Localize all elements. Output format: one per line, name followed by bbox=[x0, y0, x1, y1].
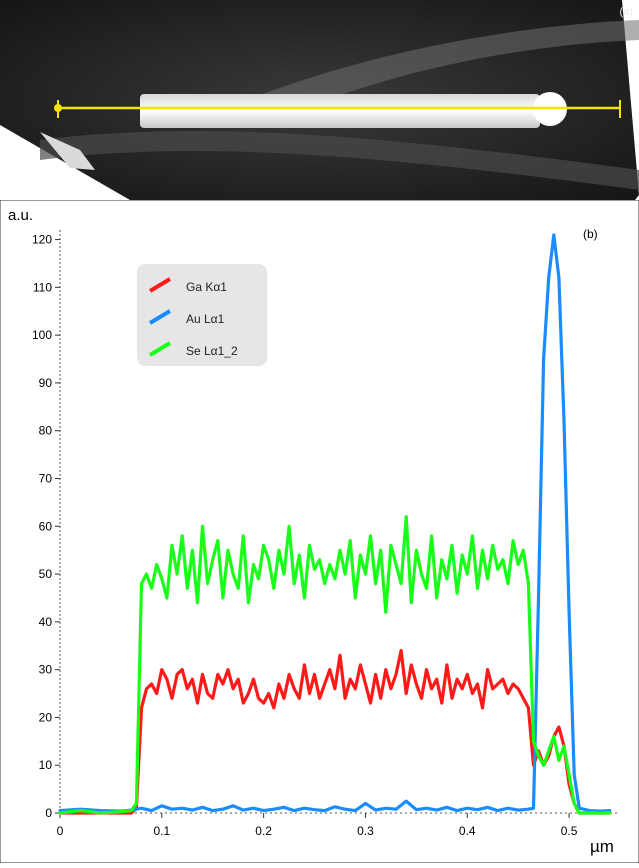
x-tick-label: 0 bbox=[57, 824, 64, 838]
series-layer bbox=[58, 233, 612, 815]
legend-swatch-ga bbox=[148, 277, 172, 293]
y-tick-label: 10 bbox=[39, 758, 53, 772]
panel-label-b: (b) bbox=[583, 227, 598, 241]
y-tick-label: 60 bbox=[39, 519, 53, 533]
legend-label-se: Se Lα1_2 bbox=[186, 344, 238, 358]
y-axis-label: a.u. bbox=[8, 207, 33, 224]
x-tick-label: 0.2 bbox=[255, 824, 272, 838]
x-tick-label: 0.5 bbox=[561, 824, 578, 838]
legend: Ga Kα1 Au Lα1 Se Lα1_2 bbox=[137, 264, 267, 366]
nanowire bbox=[140, 94, 540, 128]
x-tick-label: 0.4 bbox=[459, 824, 476, 838]
y-tick-label: 70 bbox=[39, 471, 53, 485]
x-tick-label: 0.3 bbox=[357, 824, 374, 838]
y-tick-label: 20 bbox=[39, 710, 53, 724]
legend-swatch-se bbox=[148, 341, 172, 357]
legend-swatch-au bbox=[148, 309, 172, 325]
y-tick-label: 90 bbox=[39, 376, 53, 390]
y-tick-label: 110 bbox=[33, 280, 52, 294]
stem-image-panel: (a) bbox=[0, 0, 639, 200]
y-tick-label: 50 bbox=[39, 567, 53, 581]
support-film-upper bbox=[260, 20, 639, 110]
x-tick-label: 0.1 bbox=[153, 824, 170, 838]
panel-label-a: (a) bbox=[619, 6, 633, 18]
axes: 0 10 20 30 40 50 60 70 80 90 100 110 120 0 0.1 0.2 0.3 0.… bbox=[32, 230, 620, 838]
legend-label-au: Au Lα1 bbox=[186, 312, 225, 326]
line-profile-chart: a.u. (b) µm 0 10 20 30 40 50 60 70 80 90 100 110 120… bbox=[0, 199, 639, 864]
y-tick-label: 30 bbox=[39, 663, 53, 677]
legend-label-ga: Ga Kα1 bbox=[186, 280, 227, 294]
x-axis-label: µm bbox=[590, 837, 614, 856]
scan-line-start-marker bbox=[54, 104, 62, 112]
support-film-lower bbox=[40, 131, 639, 190]
stem-image bbox=[0, 0, 639, 200]
y-tick-label: 100 bbox=[32, 328, 52, 342]
series-line-ga bbox=[58, 648, 612, 815]
series-line-se bbox=[58, 515, 612, 815]
bright-edge bbox=[40, 132, 95, 170]
series-line-au bbox=[58, 233, 612, 813]
y-tick-label: 0 bbox=[45, 806, 52, 820]
legend-box bbox=[137, 264, 267, 366]
y-tick-label: 120 bbox=[32, 233, 52, 247]
y-tick-label: 40 bbox=[39, 615, 53, 629]
profile-chart-panel: a.u. (b) µm 0 10 20 30 40 50 60 70 80 90 100 110 120… bbox=[0, 199, 639, 864]
y-tick-label: 80 bbox=[39, 424, 53, 438]
